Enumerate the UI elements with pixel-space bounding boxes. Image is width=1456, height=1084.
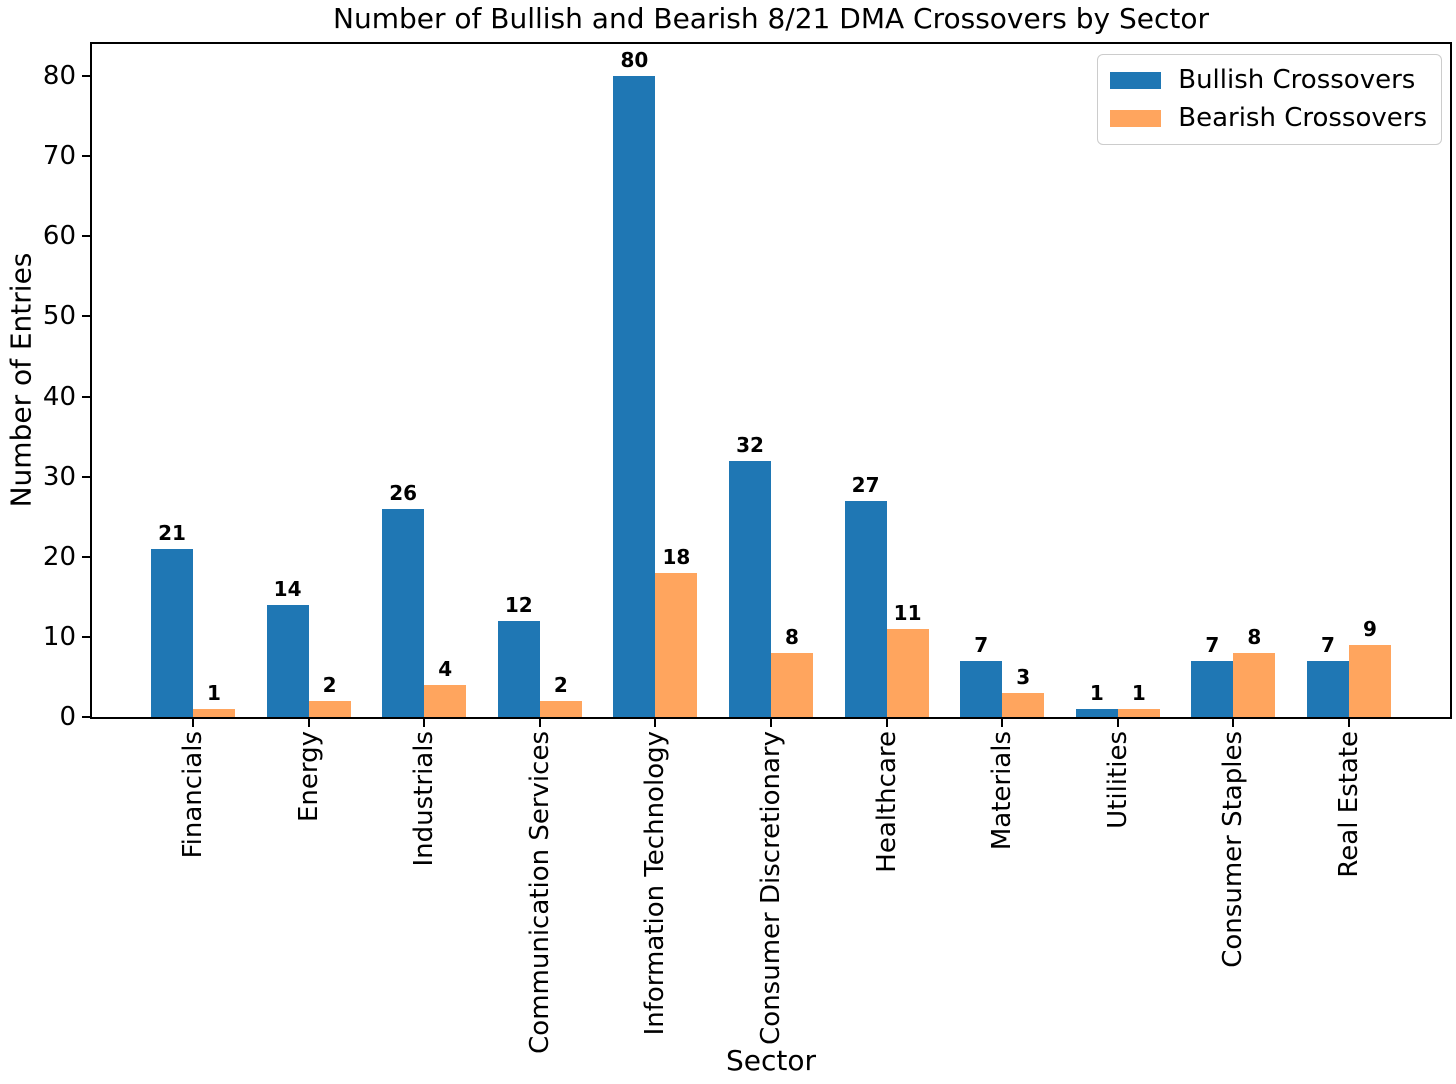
y-tick-label: 50	[42, 301, 76, 332]
bar-value-label: 32	[736, 432, 764, 457]
y-tick-mark	[82, 155, 90, 158]
legend-swatch-bullish	[1110, 72, 1162, 89]
bar-value-label: 21	[158, 520, 186, 545]
x-tick-label: Consumer Discretionary	[756, 731, 786, 1045]
y-tick-label: 10	[42, 621, 76, 652]
bar-bullish	[266, 604, 309, 717]
bar-value-label: 8	[1247, 624, 1262, 649]
x-tick-mark	[1348, 719, 1350, 727]
legend: Bullish Crossovers Bearish Crossovers	[1097, 54, 1442, 145]
y-tick-label: 0	[59, 702, 76, 732]
x-tick-label: Materials	[987, 731, 1018, 851]
y-tick-label: 30	[42, 461, 76, 492]
y-tick-mark	[82, 75, 90, 78]
bar-value-label: 7	[1321, 632, 1335, 657]
y-tick-mark	[82, 475, 90, 478]
y-tick-mark	[82, 716, 90, 718]
bar-value-label: 9	[1363, 616, 1377, 641]
bar-value-label: 8	[785, 624, 799, 649]
x-tick-label: Consumer Staples	[1218, 731, 1249, 968]
y-tick-mark	[82, 555, 90, 558]
x-tick-mark	[1116, 719, 1119, 727]
x-tick-mark	[1232, 719, 1235, 727]
bar-bullish	[382, 508, 425, 717]
x-tick-mark	[1001, 719, 1004, 727]
bar-value-label: 1	[1089, 681, 1104, 705]
y-tick-mark	[82, 395, 90, 398]
x-tick-label: Information Technology	[640, 731, 671, 1036]
bar-value-label: 2	[553, 672, 568, 697]
chart-title: Number of Bullish and Bearish 8/21 DMA C…	[333, 2, 1209, 35]
x-tick-label: Industrials	[409, 731, 440, 867]
y-tick-mark	[82, 235, 90, 238]
y-tick-label: 70	[42, 141, 76, 172]
bar-bearish	[1002, 692, 1045, 717]
bar-bearish	[886, 628, 929, 717]
bar-bullish	[729, 460, 771, 717]
x-tick-mark	[770, 719, 772, 727]
legend-label-bearish: Bearish Crossovers	[1178, 103, 1427, 133]
bar-bullish	[1191, 660, 1234, 717]
bar-bearish	[655, 572, 698, 717]
y-tick-mark	[82, 315, 90, 318]
bar-bearish	[424, 684, 467, 717]
x-tick-mark	[423, 719, 426, 727]
x-tick-label: Utilities	[1102, 731, 1133, 829]
x-tick-label: Healthcare	[871, 731, 902, 873]
x-tick-mark	[307, 719, 310, 727]
legend-label-bullish: Bullish Crossovers	[1178, 65, 1416, 95]
x-tick-mark	[885, 719, 888, 727]
bar-bearish	[539, 700, 582, 717]
bar-value-label: 26	[389, 480, 418, 505]
x-tick-mark	[654, 719, 657, 727]
y-tick-label: 40	[42, 381, 76, 412]
legend-item-bullish: Bullish Crossovers	[1110, 65, 1427, 96]
bar-value-label: 7	[974, 632, 989, 657]
x-axis-label: Sector	[725, 1044, 816, 1077]
bar-bearish	[1349, 644, 1391, 717]
bar-value-label: 4	[438, 656, 453, 681]
bar-value-label: 7	[1205, 632, 1220, 657]
bar-value-label: 27	[851, 472, 880, 497]
bar-value-label: 18	[662, 544, 691, 569]
bar-bullish	[613, 76, 656, 717]
bar-value-label: 12	[504, 592, 533, 617]
bar-bullish	[1075, 709, 1118, 717]
legend-swatch-bearish	[1110, 110, 1162, 127]
bar-value-label: 14	[273, 576, 302, 601]
legend-item-bearish: Bearish Crossovers	[1110, 103, 1427, 134]
bar-value-label: 3	[1016, 664, 1031, 689]
bar-bearish	[1117, 709, 1160, 717]
bar-bullish	[1307, 660, 1349, 717]
bar-bearish	[308, 700, 351, 717]
bar-value-label: 11	[893, 600, 922, 625]
bar-bearish	[771, 652, 813, 717]
bar-bearish	[193, 709, 235, 717]
y-tick-label: 20	[42, 541, 76, 572]
x-tick-label: Real Estate	[1334, 731, 1364, 878]
bar-bullish	[844, 500, 887, 717]
plot-area: Bullish Crossovers Bearish Crossovers 21…	[90, 42, 1452, 719]
bar-bullish	[960, 660, 1003, 717]
x-tick-label: Communication Services	[524, 731, 555, 1054]
x-tick-label: Financials	[178, 731, 208, 859]
bar-bullish	[151, 548, 193, 717]
bar-value-label: 80	[620, 48, 649, 73]
bar-value-label: 1	[1131, 681, 1146, 705]
y-tick-mark	[82, 635, 90, 638]
bar-bullish	[497, 620, 540, 717]
y-tick-label: 80	[42, 61, 76, 92]
x-tick-mark	[538, 719, 541, 727]
y-tick-label: 60	[42, 221, 76, 252]
x-tick-label: Energy	[293, 731, 324, 823]
bar-value-label: 1	[207, 681, 221, 705]
x-tick-mark	[192, 719, 194, 727]
bar-value-label: 2	[322, 672, 337, 697]
bar-bearish	[1233, 652, 1276, 717]
